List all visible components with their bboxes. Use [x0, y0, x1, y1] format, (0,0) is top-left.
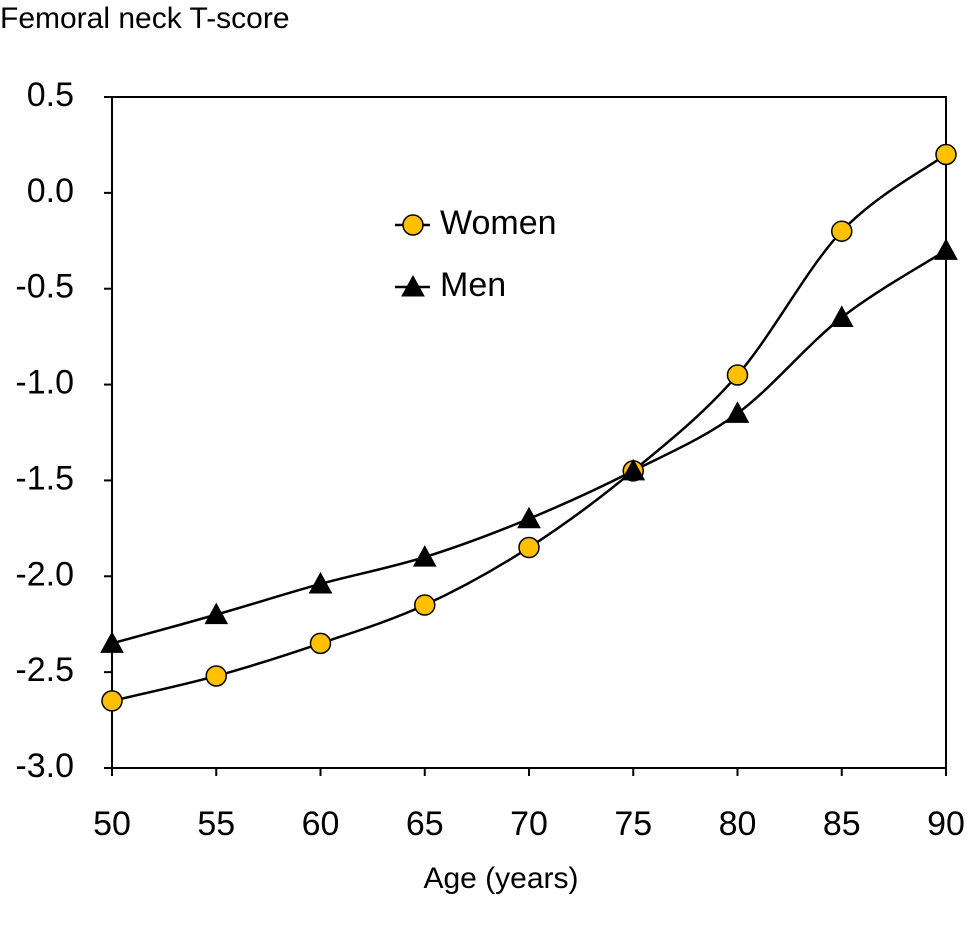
- data-point: [935, 143, 957, 166]
- series-line: [111, 153, 947, 703]
- data-point: [100, 631, 124, 653]
- x-axis-label: Age (years): [423, 862, 578, 895]
- y-tick-label: 0.5: [27, 76, 74, 114]
- chart-title: Femoral neck T-score: [0, 2, 290, 35]
- x-tick-label: 65: [406, 805, 444, 843]
- x-tick-label: 60: [302, 805, 340, 843]
- legend-label: Men: [440, 266, 506, 304]
- x-tick-label: 70: [510, 805, 548, 843]
- y-tick-label: -2.0: [15, 555, 74, 593]
- x-tick-label: 50: [93, 805, 131, 843]
- data-point: [934, 238, 958, 260]
- data-point: [414, 594, 436, 616]
- data-point: [831, 220, 853, 242]
- y-tick-label: -1.0: [15, 364, 74, 402]
- data-point: [101, 690, 123, 712]
- plot-frame: [111, 96, 947, 769]
- data-point: [725, 401, 750, 423]
- y-tick-label: 0.0: [27, 172, 74, 210]
- data-point: [518, 536, 540, 559]
- data-point: [517, 506, 541, 529]
- x-tick-label: 80: [719, 805, 757, 843]
- data-point: [412, 545, 437, 567]
- data-point: [726, 364, 749, 386]
- series-line: [111, 249, 947, 645]
- legend-marker: [402, 214, 424, 236]
- x-tick-label: 90: [927, 805, 965, 843]
- y-tick-label: -2.5: [15, 651, 74, 689]
- legend-label: Women: [440, 204, 557, 242]
- y-tick-label: -1.5: [15, 459, 74, 497]
- data-point: [621, 458, 646, 481]
- x-tick-label: 55: [197, 805, 235, 843]
- y-tick-label: -0.5: [15, 268, 74, 306]
- y-tick-label: -3.0: [15, 747, 74, 785]
- x-tick-label: 85: [823, 805, 861, 843]
- legend-marker: [401, 274, 425, 297]
- data-point: [204, 602, 229, 625]
- data-point: [309, 632, 332, 655]
- data-point: [308, 571, 333, 594]
- x-tick-label: 75: [614, 805, 652, 843]
- data-point: [829, 305, 854, 327]
- data-point: [205, 665, 227, 687]
